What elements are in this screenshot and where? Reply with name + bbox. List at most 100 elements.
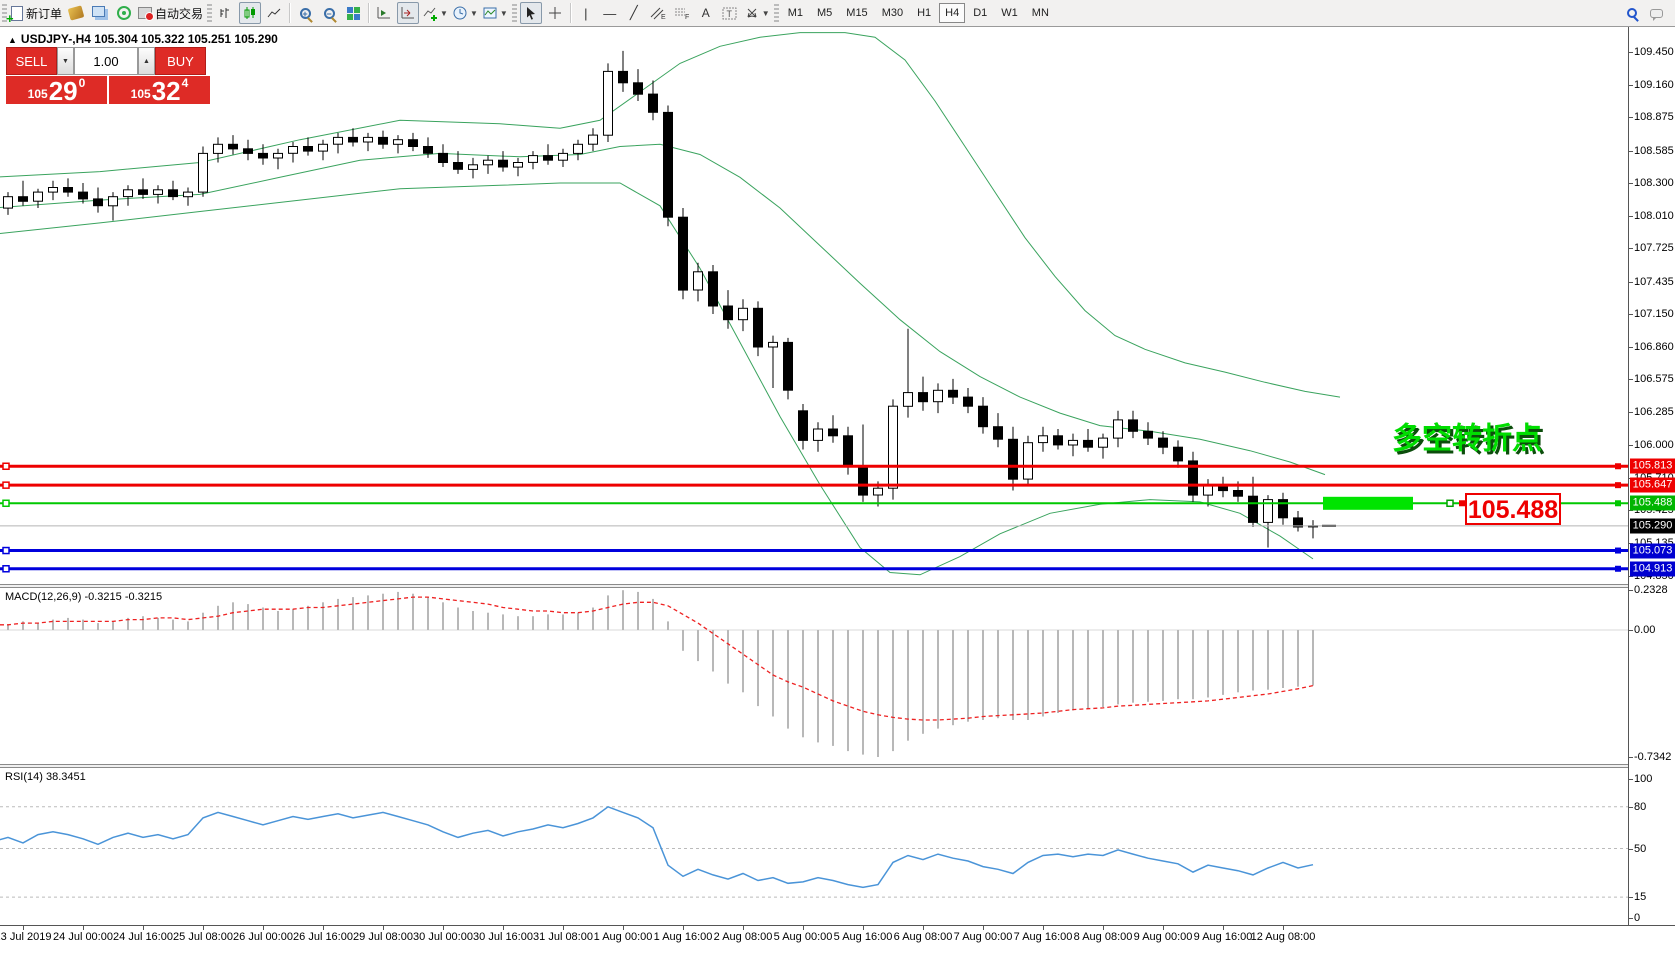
turning-point-zone-rect[interactable] bbox=[1323, 496, 1413, 510]
pane-separator[interactable] bbox=[0, 584, 1675, 588]
hline-handle-right[interactable] bbox=[1615, 482, 1621, 489]
new-order-button[interactable]: 新订单 bbox=[6, 2, 63, 26]
horizontal-line-tool-button[interactable]: — bbox=[599, 2, 621, 24]
pane-separator[interactable] bbox=[0, 764, 1675, 768]
time-axis-label: 7 Aug 00:00 bbox=[953, 931, 1013, 943]
macd-signal-line bbox=[0, 596, 1314, 721]
fibonacci-tool-button[interactable]: F bbox=[671, 2, 693, 24]
timeframe-button-w1[interactable]: W1 bbox=[1001, 7, 1018, 19]
bollinger-middle-line bbox=[0, 143, 1326, 476]
symbol-header: ▲ USDJPY-,H4 105.304 105.322 105.251 105.… bbox=[8, 32, 278, 46]
timeframe-button-h4[interactable]: H4 bbox=[939, 3, 966, 23]
channel-tool-button[interactable]: E bbox=[647, 2, 669, 24]
cursor-tool-button[interactable] bbox=[519, 2, 542, 24]
collapse-triangle-icon[interactable]: ▲ bbox=[8, 35, 17, 45]
toolbar-grip[interactable] bbox=[773, 4, 779, 22]
time-axis[interactable]: 23 Jul 2019 24 Jul 00:00 24 Jul 16:00 25 Ju… bbox=[0, 925, 1675, 954]
auto-scroll-button[interactable] bbox=[373, 2, 395, 24]
sell-price-point: 0 bbox=[78, 76, 86, 90]
chart-profile-button[interactable] bbox=[65, 2, 87, 24]
chat-button[interactable] bbox=[1645, 2, 1667, 24]
crosshair-tool-button[interactable] bbox=[544, 2, 566, 24]
tile-windows-button[interactable] bbox=[342, 2, 364, 24]
hline-handle-right[interactable] bbox=[1615, 463, 1621, 470]
hline-handle-left[interactable] bbox=[2, 499, 10, 508]
hline-handle-right[interactable] bbox=[1615, 500, 1621, 507]
hline-handle-left[interactable] bbox=[2, 546, 10, 555]
callout-handle[interactable] bbox=[1459, 500, 1465, 507]
zoom-in-button[interactable]: + bbox=[294, 2, 316, 24]
rsi-axis-label: 50 bbox=[1628, 842, 1647, 855]
one-click-trading-panel: SELL ▼ ▲ BUY 105 29 0 105 32 4 bbox=[6, 47, 210, 104]
chart-shift-button[interactable] bbox=[397, 2, 420, 24]
time-axis-label: 30 Jul 16:00 bbox=[473, 931, 533, 943]
text-tool-button[interactable]: A bbox=[695, 2, 717, 24]
main-chart-pane[interactable]: 多空转折点 多空转折点 105.488 bbox=[0, 27, 1628, 584]
fibonacci-icon: F bbox=[674, 8, 689, 21]
buy-price-display[interactable]: 105 32 4 bbox=[109, 76, 210, 104]
timeframe-button-m5[interactable]: M5 bbox=[817, 7, 833, 19]
timeframe-button-m30[interactable]: M30 bbox=[881, 7, 904, 19]
timeframe-button-h1[interactable]: H1 bbox=[917, 7, 932, 19]
toolbar-grip[interactable] bbox=[207, 4, 213, 22]
auto-scroll-icon bbox=[377, 7, 391, 19]
zoom-out-button[interactable]: − bbox=[318, 2, 340, 24]
price-axis-label: 109.160 bbox=[1629, 79, 1674, 92]
trendline-tool-button[interactable]: ╱ bbox=[623, 2, 645, 24]
hline-handle-left[interactable] bbox=[2, 481, 10, 489]
price-callout-box[interactable] bbox=[1465, 493, 1561, 525]
indicators-button[interactable]: ▼ bbox=[421, 2, 449, 24]
rsi-pane[interactable]: RSI(14) 38.3451 bbox=[0, 768, 1628, 925]
price-badge-104.913: 104.913 bbox=[1630, 561, 1675, 577]
time-axis-tick bbox=[503, 926, 504, 930]
vertical-line-tool-button[interactable]: | bbox=[575, 2, 597, 24]
line-chart-mode-button[interactable] bbox=[263, 2, 285, 24]
auto-trading-button[interactable]: 自动交易 bbox=[137, 2, 204, 24]
timeframe-button-mn[interactable]: MN bbox=[1031, 7, 1049, 19]
text-label-tool-button[interactable]: T bbox=[719, 2, 741, 24]
indicators-icon bbox=[423, 7, 438, 21]
signals-button[interactable] bbox=[113, 2, 135, 24]
search-icon bbox=[1627, 8, 1637, 18]
timeframe-button-m1[interactable]: M1 bbox=[787, 7, 803, 19]
timeframe-button-m15[interactable]: M15 bbox=[846, 7, 868, 19]
time-axis-tick bbox=[83, 926, 84, 930]
hline-handle-right[interactable] bbox=[1615, 547, 1621, 554]
buy-button[interactable]: BUY bbox=[155, 47, 206, 75]
macd-axis-zero: 0.00 bbox=[1628, 624, 1656, 636]
toolbar-grip[interactable] bbox=[2, 4, 7, 22]
hline-handle-left[interactable] bbox=[2, 462, 10, 471]
price-axis[interactable]: 109.450 109.160 108.875 108.585 108.300 108.0… bbox=[1628, 27, 1675, 925]
bar-chart-mode-button[interactable] bbox=[215, 2, 237, 24]
volume-input[interactable] bbox=[74, 47, 138, 75]
green-line-handle[interactable] bbox=[1446, 499, 1454, 508]
price-badge-105.813: 105.813 bbox=[1630, 458, 1675, 474]
sell-button[interactable]: SELL bbox=[6, 47, 57, 75]
turning-point-text[interactable]: 多空转折点 bbox=[1392, 422, 1542, 455]
time-axis-tick bbox=[1283, 926, 1284, 930]
hline-handle-right[interactable] bbox=[1615, 565, 1621, 572]
search-button[interactable] bbox=[1621, 2, 1643, 24]
arrows-tool-button[interactable]: ▼ bbox=[743, 2, 771, 24]
time-axis-tick bbox=[983, 926, 984, 930]
periods-button[interactable]: ▼ bbox=[451, 2, 479, 24]
rsi-canvas[interactable] bbox=[0, 768, 1628, 925]
volume-decrease-button[interactable]: ▼ bbox=[57, 47, 74, 75]
time-axis-label: 30 Jul 00:00 bbox=[413, 931, 473, 943]
macd-pane[interactable]: MACD(12,26,9) -0.3215 -0.3215 bbox=[0, 588, 1628, 764]
sell-price-display[interactable]: 105 29 0 bbox=[6, 76, 107, 104]
toolbar-grip[interactable] bbox=[511, 4, 517, 22]
cascade-windows-button[interactable] bbox=[89, 2, 111, 24]
timeframe-button-d1[interactable]: D1 bbox=[973, 7, 988, 19]
templates-button[interactable]: ▼ bbox=[481, 2, 509, 24]
time-axis-label: 12 Aug 08:00 bbox=[1250, 931, 1316, 943]
dropdown-arrow-icon: ▼ bbox=[469, 8, 478, 18]
volume-increase-button[interactable]: ▲ bbox=[138, 47, 155, 75]
hline-handle-left[interactable] bbox=[2, 565, 10, 573]
candlestick-mode-button[interactable] bbox=[239, 2, 262, 24]
time-axis-label: 5 Aug 16:00 bbox=[833, 931, 893, 943]
text-label-icon: T bbox=[722, 7, 737, 20]
macd-canvas[interactable] bbox=[0, 588, 1628, 764]
time-axis-tick bbox=[1103, 926, 1104, 930]
